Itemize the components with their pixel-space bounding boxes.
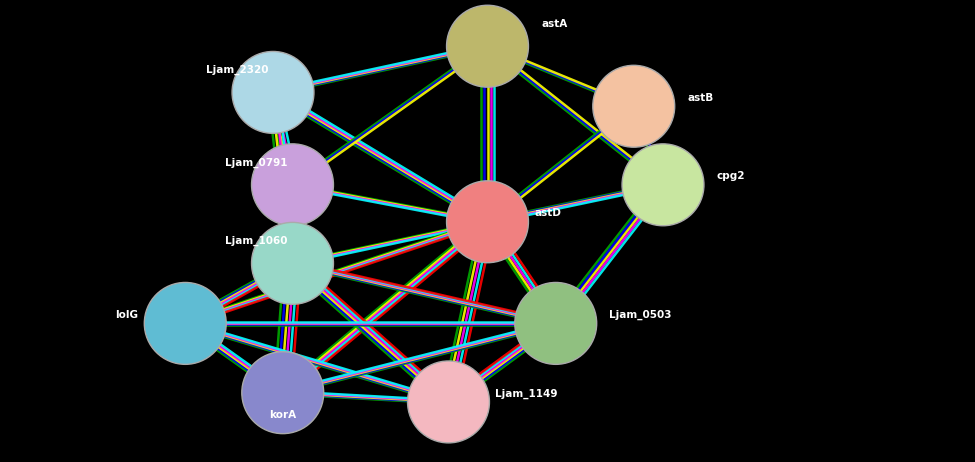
Ellipse shape	[447, 181, 528, 263]
Text: korA: korA	[269, 410, 296, 420]
Text: Ljam_0503: Ljam_0503	[609, 310, 672, 320]
Ellipse shape	[408, 361, 489, 443]
Ellipse shape	[622, 144, 704, 226]
Text: Ljam_2320: Ljam_2320	[206, 65, 268, 75]
Text: Ljam_1060: Ljam_1060	[225, 236, 288, 246]
Ellipse shape	[144, 282, 226, 365]
Ellipse shape	[515, 282, 597, 365]
Ellipse shape	[447, 5, 528, 87]
Text: lolG: lolG	[115, 310, 138, 320]
Text: astA: astA	[541, 19, 567, 29]
Text: cpg2: cpg2	[717, 171, 745, 182]
Ellipse shape	[252, 222, 333, 304]
Ellipse shape	[252, 144, 333, 226]
Ellipse shape	[242, 352, 324, 434]
Text: Ljam_0791: Ljam_0791	[225, 158, 288, 168]
Text: astD: astD	[534, 208, 562, 219]
Ellipse shape	[232, 51, 314, 134]
Text: Ljam_1149: Ljam_1149	[495, 389, 558, 399]
Ellipse shape	[593, 65, 675, 147]
Text: astB: astB	[687, 93, 714, 103]
